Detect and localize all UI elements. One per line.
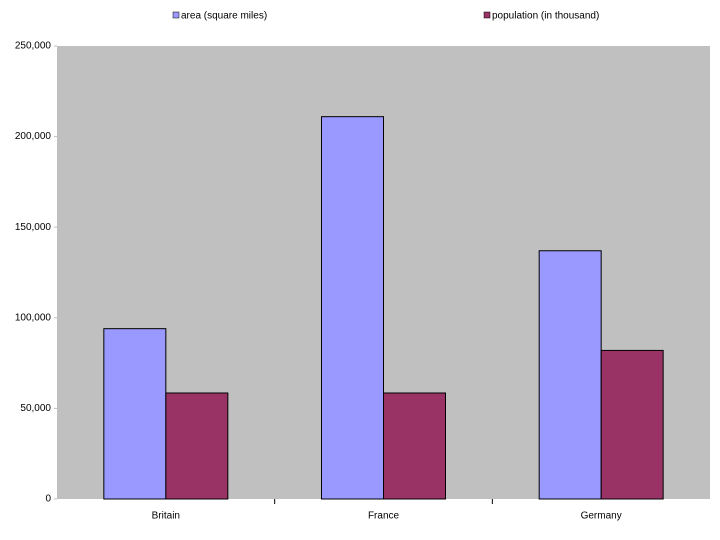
y-tick-label: 250,000	[15, 41, 52, 52]
x-tick-label: Britain	[152, 511, 180, 522]
bar	[321, 116, 384, 500]
bar	[600, 349, 664, 500]
legend-swatch	[483, 11, 491, 19]
y-tick-label: 50,000	[20, 403, 51, 414]
legend-swatch	[172, 11, 180, 19]
bar	[103, 328, 167, 500]
x-tick-label: France	[368, 511, 400, 522]
bar	[383, 392, 446, 500]
x-tick-label: Germany	[581, 511, 622, 522]
legend-label: population (in thousand)	[492, 11, 599, 22]
y-tick-label: 100,000	[15, 312, 52, 323]
y-tick-label: 200,000	[15, 131, 52, 142]
bar	[538, 250, 602, 500]
legend-label: area (square miles)	[181, 11, 267, 22]
y-tick-label: 0	[45, 494, 51, 505]
y-tick-label: 150,000	[15, 222, 52, 233]
bar	[165, 392, 229, 500]
